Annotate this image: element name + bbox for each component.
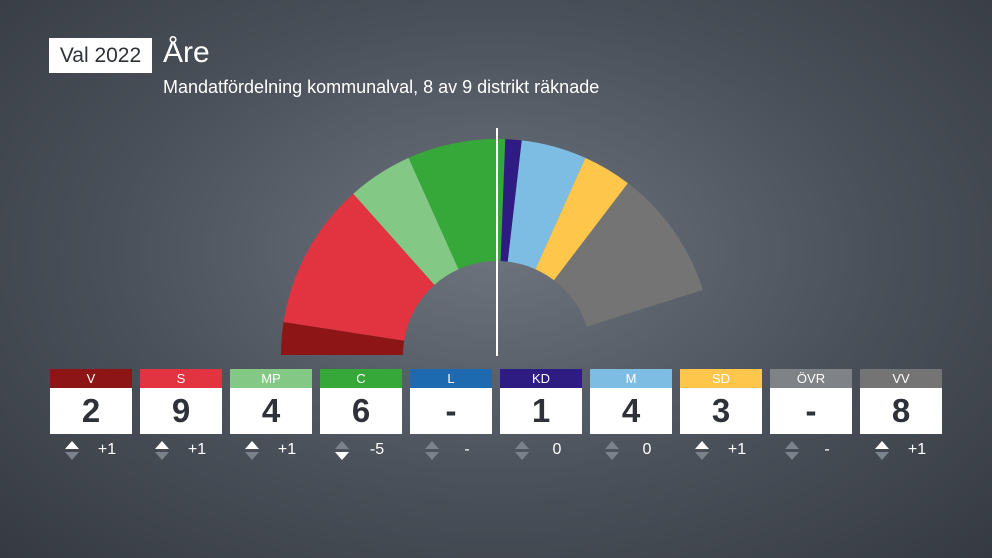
seat-change-övr: - (770, 440, 852, 460)
seat-segment-mp (353, 157, 459, 285)
party-label: KD (500, 369, 582, 388)
trend-arrows-icon (64, 441, 80, 461)
seat-change-value: +1 (277, 441, 297, 458)
arrow-down-icon (155, 452, 169, 460)
arrow-down-icon (65, 452, 79, 460)
year-badge: Val 2022 (49, 38, 152, 73)
party-seats: 4 (230, 388, 312, 434)
trend-arrows-icon (694, 441, 710, 461)
party-label: L (410, 369, 492, 388)
arrow-up-icon (425, 441, 439, 449)
seat-change-kd: 0 (500, 440, 582, 460)
trend-arrows-icon (514, 441, 530, 461)
page-title: Åre (163, 36, 210, 69)
trend-arrows-icon (154, 441, 170, 461)
party-card-mp: MP 4 (230, 369, 312, 434)
page-subtitle: Mandatfördelning kommunalval, 8 av 9 dis… (163, 77, 600, 97)
party-seats: 4 (590, 388, 672, 434)
seat-change-v: +1 (50, 440, 132, 460)
arrow-down-icon (335, 452, 349, 460)
arrow-down-icon (245, 452, 259, 460)
party-seats: - (410, 388, 492, 434)
party-card-kd: KD 1 (500, 369, 582, 434)
party-label: C (320, 369, 402, 388)
party-label: M (590, 369, 672, 388)
seat-change-value: +1 (907, 441, 927, 458)
party-label: MP (230, 369, 312, 388)
party-card-l: L- (410, 369, 492, 434)
seat-change-value: 0 (552, 441, 562, 458)
seat-segment-sd (535, 157, 628, 281)
seat-segment-vv (553, 183, 703, 327)
party-card-sd: SD 3 (680, 369, 762, 434)
trend-arrows-icon (784, 441, 800, 461)
seat-change-mp: +1 (230, 440, 312, 460)
party-card-vv: VV 8 (860, 369, 942, 434)
seat-change-sd: +1 (680, 440, 762, 460)
seat-segment-s (283, 193, 435, 341)
arrow-down-icon (785, 452, 799, 460)
party-label: VV (860, 369, 942, 388)
seat-segment-kd (500, 139, 522, 262)
seat-change-l: - (410, 440, 492, 460)
party-label: S (140, 369, 222, 388)
trend-arrows-icon (874, 441, 890, 461)
arrow-down-icon (515, 452, 529, 460)
seat-change-value: +1 (727, 441, 747, 458)
seat-change-m: 0 (590, 440, 672, 460)
party-seats: 9 (140, 388, 222, 434)
arrow-up-icon (245, 441, 259, 449)
seat-segment-v (281, 322, 405, 355)
arrow-up-icon (695, 441, 709, 449)
party-seats: 2 (50, 388, 132, 434)
party-card-övr: ÖVR - (770, 369, 852, 434)
arrow-down-icon (695, 452, 709, 460)
arrow-up-icon (875, 441, 889, 449)
seat-segment-c (408, 139, 506, 270)
party-seats: 6 (320, 388, 402, 434)
seat-change-value: +1 (187, 441, 207, 458)
seat-change-value: - (824, 441, 830, 458)
seat-change-value: 0 (642, 441, 652, 458)
party-label: ÖVR (770, 369, 852, 388)
arrow-up-icon (335, 441, 349, 449)
seat-change-vv: +1 (860, 440, 942, 460)
seat-change-s: +1 (140, 440, 222, 460)
arrow-up-icon (605, 441, 619, 449)
trend-arrows-icon (334, 441, 350, 461)
seat-segment-m (507, 140, 586, 270)
trend-arrows-icon (244, 441, 260, 461)
arrow-up-icon (515, 441, 529, 449)
party-seats: 8 (860, 388, 942, 434)
seat-change-c: -5 (320, 440, 402, 460)
arrow-up-icon (65, 441, 79, 449)
party-seats: - (770, 388, 852, 434)
arrow-up-icon (785, 441, 799, 449)
arrow-down-icon (425, 452, 439, 460)
party-label: SD (680, 369, 762, 388)
arrow-up-icon (155, 441, 169, 449)
seat-change-value: - (464, 441, 470, 458)
party-seats: 1 (500, 388, 582, 434)
arrow-down-icon (605, 452, 619, 460)
party-seats: 3 (680, 388, 762, 434)
seat-change-value: -5 (369, 441, 385, 458)
trend-arrows-icon (424, 441, 440, 461)
seat-change-value: +1 (97, 441, 117, 458)
trend-arrows-icon (604, 441, 620, 461)
party-label: V (50, 369, 132, 388)
arrow-down-icon (875, 452, 889, 460)
